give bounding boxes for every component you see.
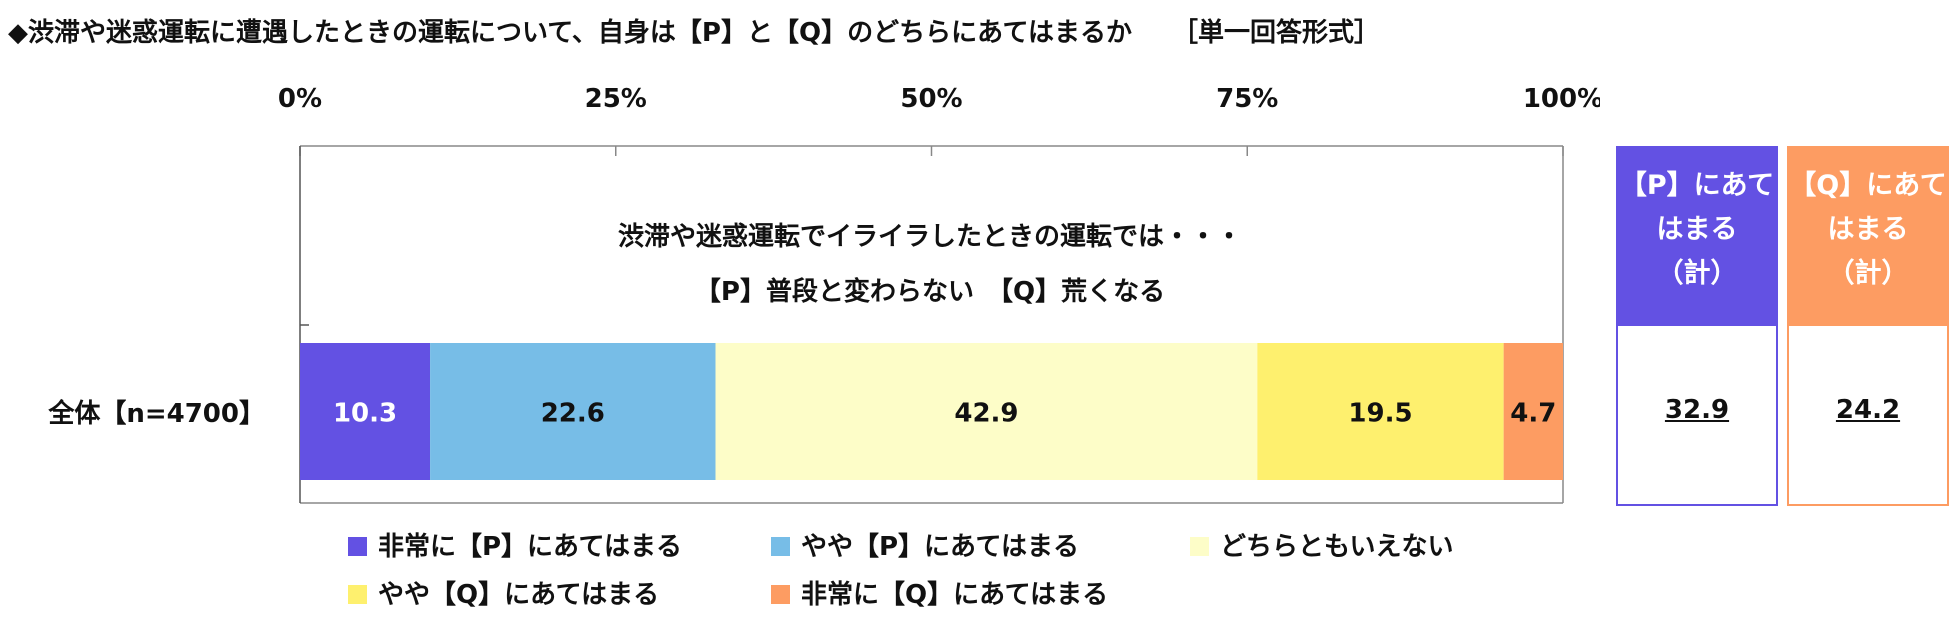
summary-q-header: 【Q】にあて はまる （計）: [1789, 148, 1947, 326]
question-note-line1: 渋滞や迷惑運転でイライラしたときの運転では・・・: [618, 222, 1242, 252]
legend-swatch: [1190, 537, 1209, 556]
legend-swatch: [771, 537, 790, 556]
legend-label: 非常に【Q】にあてはまる: [801, 580, 1108, 610]
x-tick-label: 75%: [1216, 84, 1278, 114]
summary-p-value: 32.9: [1664, 395, 1730, 425]
stacked-bar-chart: 0% 25% 50% 75% 100% 渋滞や迷惑運転でイライラしたときの運転では・・・…: [47, 84, 1600, 610]
bar-segments: 10.3 22.6 42.9 19.5 4.7: [300, 343, 1563, 480]
bar-value-label: 19.5: [1348, 399, 1412, 429]
legend-label: どちらともいえない: [1220, 532, 1453, 562]
legend-swatch: [771, 585, 790, 604]
category-label: 全体【n=4700】: [47, 398, 265, 429]
chart-title: ◆渋滞や迷惑運転に遭遇したときの運転について、自身は【P】と【Q】のどちらにあて…: [8, 12, 1380, 49]
bar-segment: [1257, 343, 1504, 480]
x-tick-label: 100%: [1523, 84, 1600, 114]
x-tick-label: 50%: [900, 84, 962, 114]
legend-swatch: [348, 585, 367, 604]
bar-value-label: 22.6: [541, 399, 605, 429]
bar-value-label: 42.9: [954, 399, 1018, 429]
question-note-line2: 【P】普段と変わらない 【Q】荒くなる: [695, 276, 1165, 307]
summary-p-line1: 【P】にあて: [1619, 170, 1775, 201]
x-tick-label: 25%: [585, 84, 647, 114]
bar-value-label: 4.7: [1510, 399, 1556, 429]
title-text: ◆渋滞や迷惑運転に遭遇したときの運転について、自身は【P】と【Q】のどちらにあて…: [8, 18, 1133, 48]
summary-q-line2: はまる: [1827, 214, 1909, 245]
summary-q-line1: 【Q】にあて: [1789, 170, 1947, 201]
summary-q-value: 24.2: [1835, 395, 1901, 425]
legend-swatch: [348, 537, 367, 556]
summary-p-line3: （計）: [1656, 258, 1738, 289]
legend-label: やや【P】にあてはまる: [801, 532, 1079, 562]
legend: 非常に【P】にあてはまる やや【P】にあてはまる どちらともいえないやや【Q】にあて…: [348, 532, 1453, 610]
legend-label: やや【Q】にあてはまる: [378, 580, 659, 610]
summary-q-box: 【Q】にあて はまる （計） 24.2: [1787, 146, 1949, 506]
answer-format: ［単一回答形式］: [1172, 18, 1381, 48]
legend-label: 非常に【P】にあてはまる: [378, 532, 682, 562]
bar-segment: [430, 343, 716, 480]
bar-segment: [300, 343, 431, 480]
bar-segment: [1503, 343, 1563, 480]
x-tick-label: 0%: [278, 84, 322, 114]
summary-q-line3: （計）: [1827, 258, 1909, 289]
summary-p-header: 【P】にあて はまる （計）: [1618, 148, 1776, 326]
summary-p-line2: はまる: [1656, 214, 1738, 245]
bar-segment: [715, 343, 1258, 480]
bar-value-label: 10.3: [333, 399, 397, 429]
summary-p-box: 【P】にあて はまる （計） 32.9: [1616, 146, 1778, 506]
